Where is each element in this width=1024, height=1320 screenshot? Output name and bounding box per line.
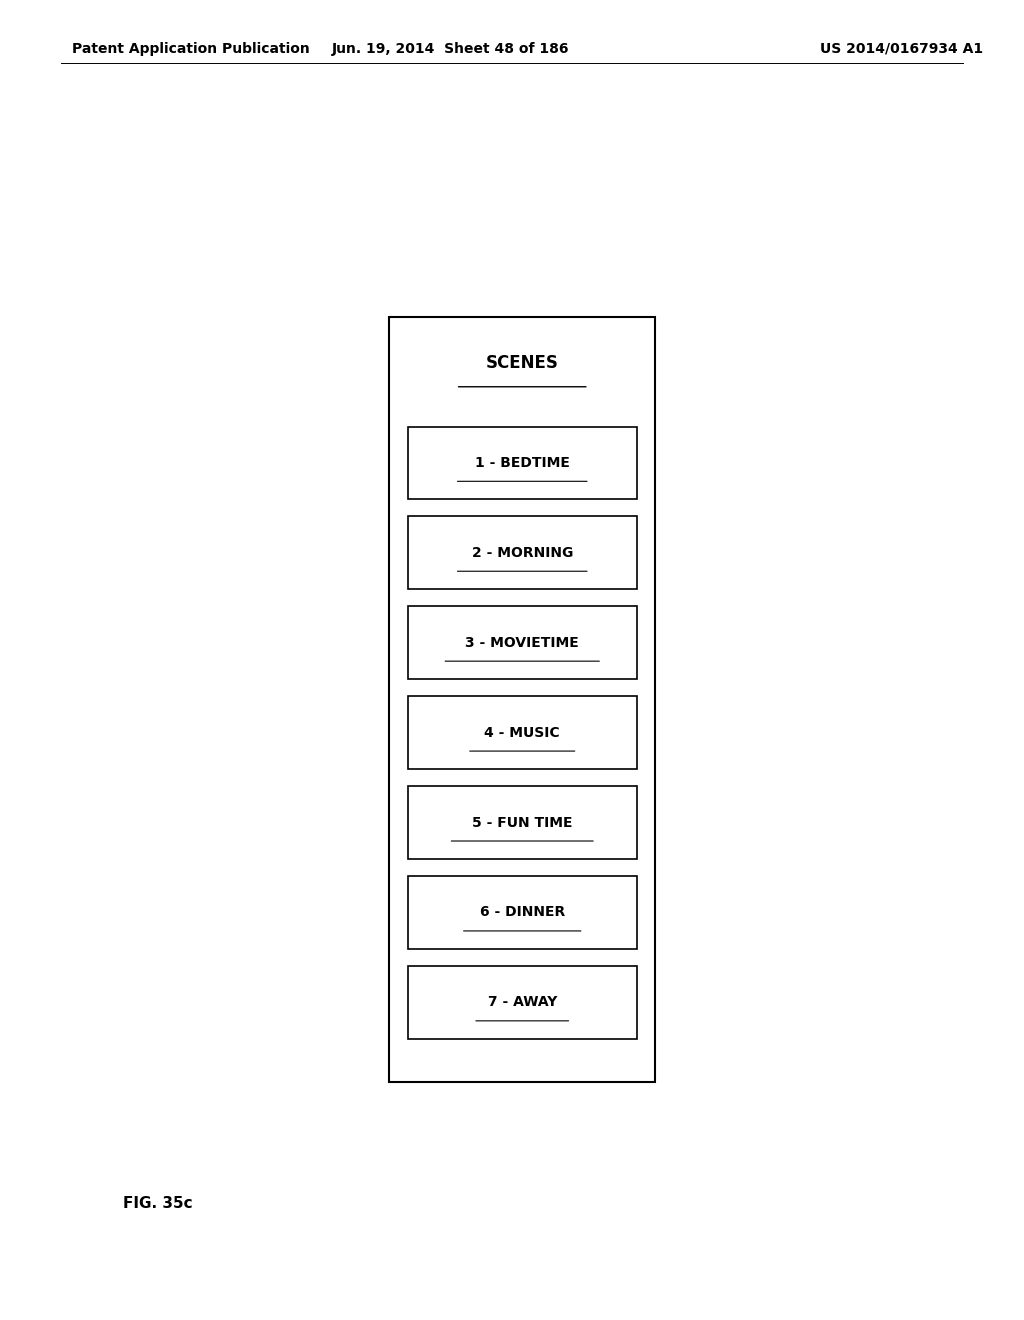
FancyBboxPatch shape	[408, 426, 637, 499]
Text: SCENES: SCENES	[485, 354, 559, 372]
FancyBboxPatch shape	[408, 606, 637, 678]
Text: 6 - DINNER: 6 - DINNER	[479, 906, 565, 920]
FancyBboxPatch shape	[408, 787, 637, 859]
Text: US 2014/0167934 A1: US 2014/0167934 A1	[819, 42, 983, 55]
Text: 7 - AWAY: 7 - AWAY	[487, 995, 557, 1010]
FancyBboxPatch shape	[408, 966, 637, 1039]
FancyBboxPatch shape	[389, 317, 655, 1082]
Text: 2 - MORNING: 2 - MORNING	[472, 545, 572, 560]
Text: Patent Application Publication: Patent Application Publication	[72, 42, 309, 55]
Text: Jun. 19, 2014  Sheet 48 of 186: Jun. 19, 2014 Sheet 48 of 186	[332, 42, 569, 55]
FancyBboxPatch shape	[408, 876, 637, 949]
FancyBboxPatch shape	[408, 697, 637, 768]
Text: FIG. 35c: FIG. 35c	[123, 1196, 193, 1212]
Text: 1 - BEDTIME: 1 - BEDTIME	[475, 455, 569, 470]
FancyBboxPatch shape	[408, 516, 637, 589]
Text: 4 - MUSIC: 4 - MUSIC	[484, 726, 560, 739]
Text: 5 - FUN TIME: 5 - FUN TIME	[472, 816, 572, 829]
Text: 3 - MOVIETIME: 3 - MOVIETIME	[465, 636, 580, 649]
